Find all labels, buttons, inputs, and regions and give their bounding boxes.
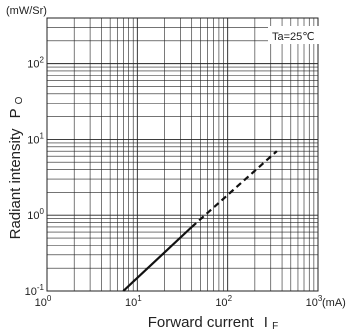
series-line-dashed — [190, 150, 278, 228]
temperature-annotation: Ta=25℃ — [272, 31, 315, 43]
y-tick-label: 102 — [27, 56, 44, 71]
chart-grid — [47, 18, 318, 291]
x-axis-title-text: Forward current — [148, 314, 255, 330]
x-tick-label: 102 — [215, 294, 232, 309]
x-axis-subscript: F — [272, 321, 278, 330]
y-tick-label: 100 — [27, 207, 44, 222]
plot-frame — [46, 17, 319, 292]
x-tick-label: 100 — [35, 294, 52, 309]
data-series — [122, 150, 278, 292]
y-axis-symbol: P — [7, 108, 24, 118]
x-tick-label: 101 — [125, 294, 142, 309]
x-tick-label: 103 — [306, 294, 323, 309]
y-axis-subscript: O — [14, 96, 25, 104]
x-unit-label: (mA) — [322, 297, 346, 309]
x-axis-title: Forward current I F — [148, 314, 279, 330]
annotation-box: Ta=25℃ — [268, 26, 326, 44]
y-tick-label: 10-1 — [25, 283, 45, 298]
y-axis-title-text: Radiant intensity — [7, 128, 24, 239]
y-axis-title: Radiant intensity P O — [7, 96, 25, 239]
x-tick-labels: 100 101 102 103 — [35, 294, 323, 309]
y-tick-label: 101 — [27, 131, 44, 146]
y-unit-label: (mW/Sr) — [6, 5, 47, 17]
series-line-solid — [122, 226, 193, 292]
x-axis-symbol: I — [264, 314, 268, 330]
y-tick-labels: 10-1 100 101 102 — [25, 56, 45, 298]
